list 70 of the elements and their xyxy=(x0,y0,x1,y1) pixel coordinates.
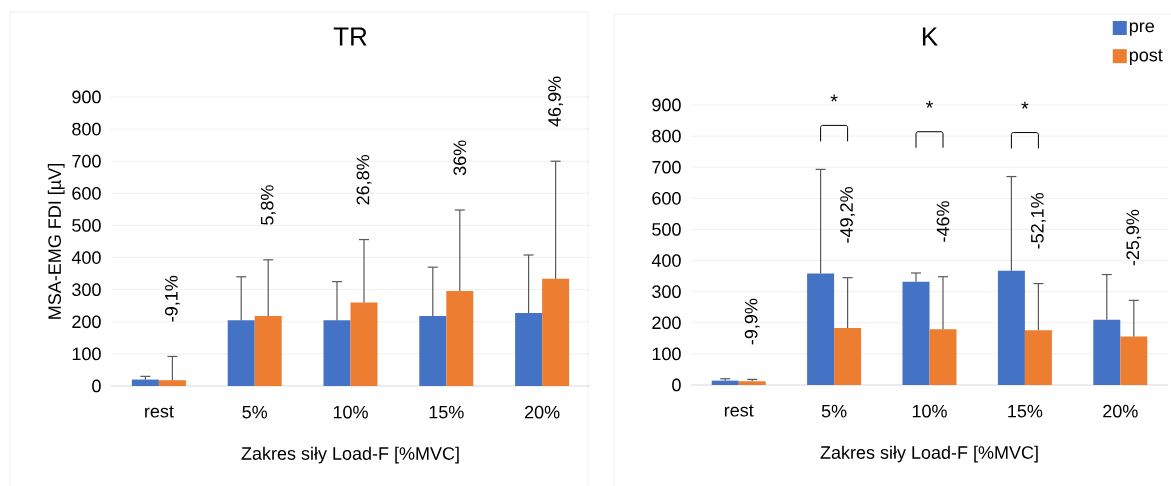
annotation: * xyxy=(1021,101,1029,109)
bar xyxy=(542,278,570,386)
y-tick-label: 700 xyxy=(652,160,681,174)
y-tick-label: 0 xyxy=(672,378,681,392)
x-tick-label: rest xyxy=(145,405,174,418)
bar xyxy=(929,329,957,385)
x-tick-label: 10% xyxy=(912,404,947,418)
x-tick-label: 20% xyxy=(525,405,560,419)
annotation: -9,9% xyxy=(744,298,760,345)
bar xyxy=(1120,336,1148,385)
bar xyxy=(131,379,159,386)
y-tick-label: 100 xyxy=(72,347,101,361)
x-tick-label: 15% xyxy=(1008,404,1043,418)
x-tick-label: rest xyxy=(724,404,754,417)
chart-title: K xyxy=(922,27,938,46)
annotation: 46,9% xyxy=(548,76,564,127)
annotation: -52,1% xyxy=(1030,192,1046,249)
y-tick-label: 200 xyxy=(72,315,101,329)
bar xyxy=(807,273,835,385)
annotation: 36% xyxy=(453,140,467,176)
bar xyxy=(419,315,447,386)
bar xyxy=(1024,330,1052,385)
x-tick-label: 10% xyxy=(333,405,368,419)
y-tick-label: 300 xyxy=(72,283,101,297)
bar xyxy=(350,302,378,386)
y-tick-label: 0 xyxy=(92,379,101,393)
y-tick-label: 500 xyxy=(72,219,101,232)
y-tick-label: 900 xyxy=(72,90,101,104)
y-tick-label: 400 xyxy=(71,251,101,264)
x-tick-label: 5% xyxy=(242,405,268,419)
y-axis-title: MSA-EMG FDI [µV] xyxy=(47,164,65,319)
y-tick-label: 600 xyxy=(652,191,681,205)
bar xyxy=(323,320,351,386)
y-tick-label: 900 xyxy=(652,98,681,112)
legend-label: pre xyxy=(1129,22,1154,36)
bar xyxy=(254,315,282,386)
bar xyxy=(158,380,186,386)
y-tick-label: 400 xyxy=(651,254,681,267)
annotation: -49,2% xyxy=(840,187,856,243)
bar xyxy=(902,281,930,385)
annotation: -25,9% xyxy=(1126,209,1142,266)
bar xyxy=(711,380,739,385)
chart-title: TR xyxy=(333,27,367,46)
legend-label: post xyxy=(1129,49,1163,65)
y-tick-label: 600 xyxy=(72,186,101,200)
annotation: 26,8% xyxy=(356,154,372,205)
bar xyxy=(227,320,255,386)
y-tick-label: 200 xyxy=(652,316,681,330)
y-tick-label: 500 xyxy=(652,223,681,236)
x-tick-label: 15% xyxy=(429,405,464,419)
x-tick-label: 20% xyxy=(1103,404,1138,418)
annotation: -46% xyxy=(936,201,950,242)
y-tick-label: 300 xyxy=(652,285,681,299)
y-tick-label: 800 xyxy=(652,129,681,143)
annotation: * xyxy=(925,100,934,108)
x-axis-title: Zakres siły Load-F [%MVC] xyxy=(241,446,459,464)
annotation: -9,1% xyxy=(164,275,180,322)
y-tick-label: 700 xyxy=(72,154,101,168)
bar xyxy=(1093,319,1121,385)
x-axis-title: Zakres siły Load-F [%MVC] xyxy=(820,445,1038,463)
bar xyxy=(997,270,1025,385)
y-tick-label: 800 xyxy=(72,122,101,136)
bar xyxy=(738,381,766,385)
annotation: 5,8% xyxy=(260,185,276,225)
bar xyxy=(446,290,474,386)
text: * xyxy=(830,94,838,102)
bar xyxy=(515,313,543,386)
bar xyxy=(834,328,862,385)
x-tick-label: 5% xyxy=(821,404,847,418)
y-tick-label: 100 xyxy=(652,347,681,361)
